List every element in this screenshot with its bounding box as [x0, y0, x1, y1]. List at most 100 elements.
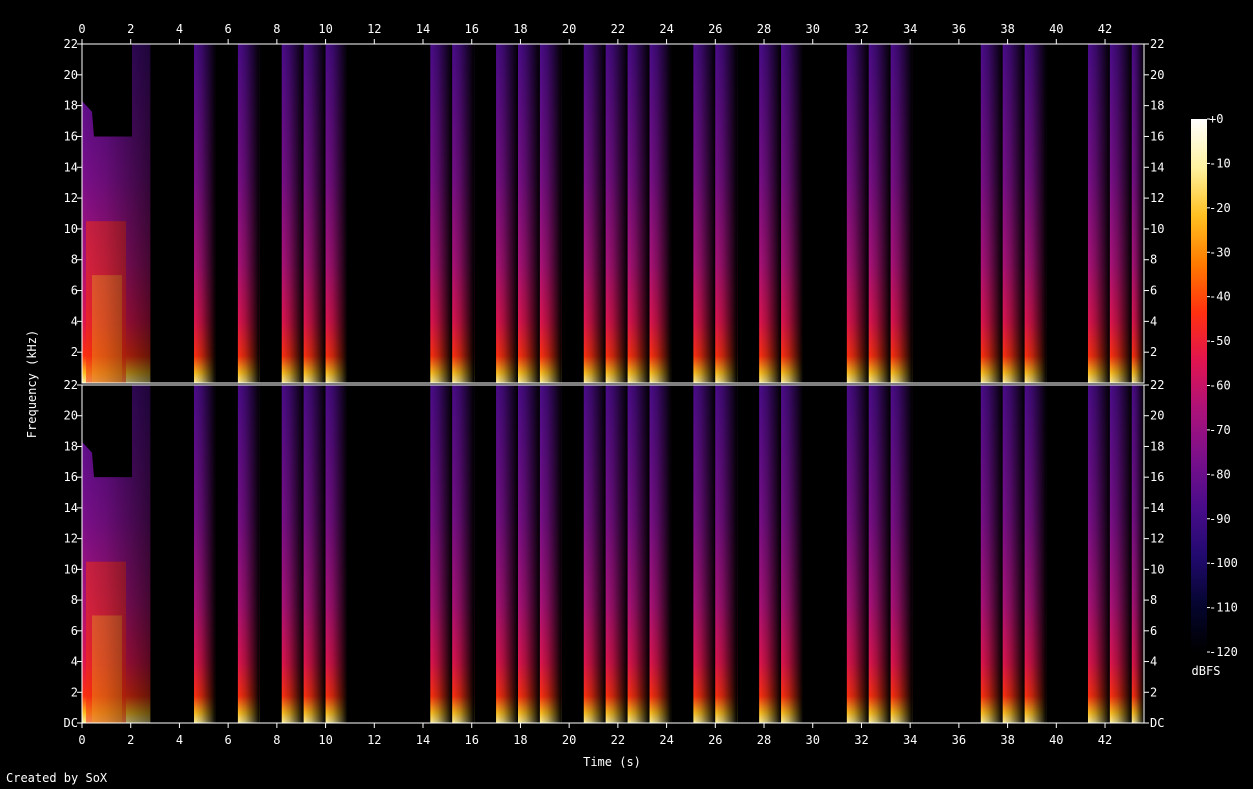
y-tick-label: 2	[71, 685, 78, 699]
colorbar-tick-label: +0	[1209, 112, 1223, 126]
y-tick-label: 6	[71, 624, 78, 638]
y-tick-label: 22	[64, 37, 78, 51]
y-tick-label: 2	[1150, 345, 1157, 359]
x-tick-label: 16	[464, 22, 478, 36]
x-tick-label: 12	[367, 22, 381, 36]
x-tick-label: 8	[273, 733, 280, 747]
y-axis-label: Frequency (kHz)	[25, 330, 39, 438]
y-tick-label: 10	[1150, 222, 1164, 236]
sound-event	[518, 44, 540, 383]
y-tick-label: 16	[1150, 470, 1164, 484]
sound-event	[715, 385, 738, 723]
y-tick-label: 8	[71, 593, 78, 607]
x-tick-label: 22	[611, 22, 625, 36]
x-tick-label: 24	[659, 22, 673, 36]
sound-event	[518, 385, 540, 723]
x-tick-label: 42	[1098, 22, 1112, 36]
y-tick-label: 6	[1150, 284, 1157, 298]
colorbar-tick-label: -90	[1209, 512, 1231, 526]
x-tick-label: 28	[757, 733, 771, 747]
x-tick-label: 10	[318, 733, 332, 747]
y-tick-label: 22	[1150, 378, 1164, 392]
sound-event	[237, 385, 260, 723]
y-tick-label: 12	[1150, 191, 1164, 205]
sound-event	[868, 385, 891, 723]
sound-event	[1087, 44, 1110, 383]
sound-event	[325, 385, 348, 723]
sound-event	[496, 385, 519, 723]
y-tick-label: 14	[1150, 160, 1164, 174]
y-tick-label: 22	[64, 378, 78, 392]
sound-event	[715, 44, 738, 383]
sound-event	[693, 44, 716, 383]
sound-event	[1024, 385, 1047, 723]
x-tick-label: 6	[225, 22, 232, 36]
sound-event	[980, 385, 1003, 723]
x-tick-label: 34	[903, 733, 917, 747]
y-tick-label: 8	[71, 253, 78, 267]
sound-event	[194, 385, 216, 723]
sound-event	[539, 385, 562, 723]
sound-event	[627, 44, 650, 383]
colorbar-tick-label: -70	[1209, 423, 1231, 437]
x-tick-label: 32	[854, 733, 868, 747]
credit-text: Created by SoX	[6, 771, 108, 785]
y-tick-label: 6	[71, 284, 78, 298]
y-tick-label: 18	[1150, 439, 1164, 453]
y-tick-label: 20	[64, 409, 78, 423]
y-tick-label: 12	[1150, 532, 1164, 546]
sound-event	[781, 44, 803, 383]
sound-event	[325, 44, 348, 383]
sound-event	[605, 44, 628, 383]
sound-event	[980, 44, 1003, 383]
y-tick-label: 2	[71, 345, 78, 359]
sound-event	[693, 385, 716, 723]
sound-event	[1109, 385, 1132, 723]
y-tick-label: 20	[1150, 409, 1164, 423]
x-tick-label: 28	[757, 22, 771, 36]
sound-event	[496, 44, 519, 383]
sound-event	[1131, 44, 1144, 383]
colorbar-tick-label: -100	[1209, 556, 1238, 570]
channel-1-frame	[81, 43, 1145, 384]
x-tick-label: 14	[416, 733, 430, 747]
sound-event	[430, 385, 453, 723]
y-tick-label: 22	[1150, 37, 1164, 51]
x-tick-label: 38	[1000, 22, 1014, 36]
sound-event	[281, 44, 304, 383]
y-tick-label: 4	[71, 314, 78, 328]
x-tick-label: 36	[952, 22, 966, 36]
colorbar-tick-label: -40	[1209, 290, 1231, 304]
x-tick-label: 6	[225, 733, 232, 747]
y-tick-label: 16	[64, 470, 78, 484]
sound-event	[82, 44, 151, 383]
spectrogram-plots	[82, 44, 1144, 723]
x-tick-label: 18	[513, 22, 527, 36]
y-tick-label: 14	[1150, 501, 1164, 515]
y-tick-label: 14	[64, 501, 78, 515]
channel-2-plot	[82, 385, 1144, 723]
sound-event	[781, 385, 803, 723]
x-tick-label: 4	[176, 733, 183, 747]
colorbar-tick-label: -20	[1209, 201, 1231, 215]
y-tick-label: 18	[1150, 99, 1164, 113]
y-tick-label: 16	[64, 129, 78, 143]
x-tick-label: 0	[78, 733, 85, 747]
x-tick-label: 40	[1049, 22, 1063, 36]
colorbar-unit-label: dBFS	[1192, 664, 1221, 678]
channel-1-plot	[82, 44, 1144, 383]
sound-event	[303, 44, 326, 383]
colorbar-tick-label: -30	[1209, 245, 1231, 259]
y-tick-label: 8	[1150, 593, 1157, 607]
y-tick-label: 10	[64, 562, 78, 576]
x-tick-label: 42	[1098, 733, 1112, 747]
x-tick-label: 26	[708, 22, 722, 36]
y-tick-label: 20	[1150, 68, 1164, 82]
sound-event	[539, 44, 562, 383]
x-tick-label: 2	[127, 733, 134, 747]
x-tick-label: 34	[903, 22, 917, 36]
sound-event	[627, 385, 650, 723]
y-tick-label: 4	[1150, 314, 1157, 328]
x-tick-label: 20	[562, 22, 576, 36]
